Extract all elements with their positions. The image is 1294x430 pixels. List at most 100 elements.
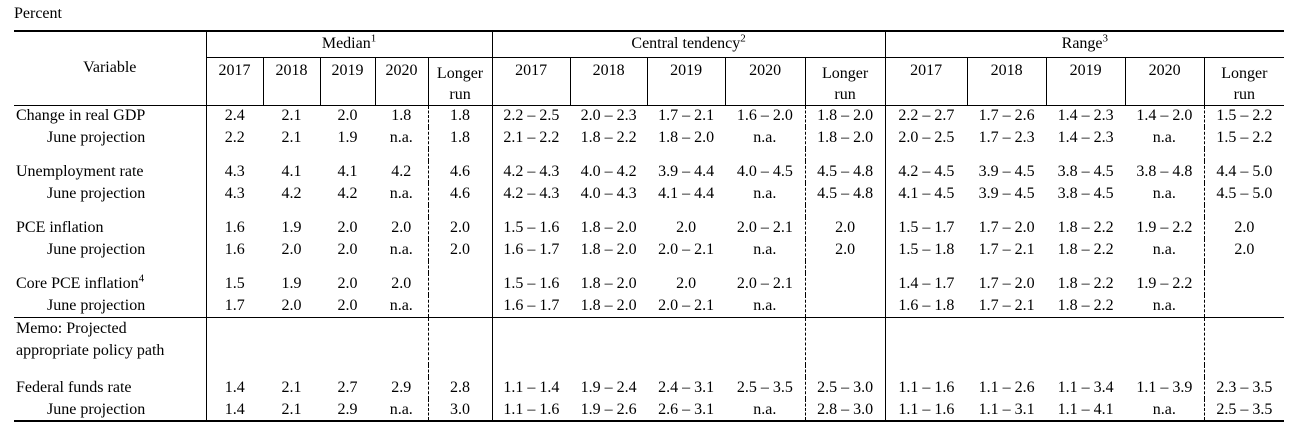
value-cell: 2.0 — [337, 275, 358, 292]
row-label: Federal funds rate — [16, 379, 132, 396]
value-cell: 1.1 – 4.1 — [1057, 400, 1114, 418]
value-cell: 2.5 – 3.0 — [804, 377, 886, 399]
year-header: 2018 — [966, 57, 1047, 106]
value-cell: n.a. — [389, 241, 413, 258]
value-cell: 4.0 – 4.5 — [736, 163, 793, 180]
value-cell: 2.1 — [281, 107, 302, 125]
group-header-median: Median1 — [205, 31, 493, 58]
value-cell: 1.1 – 1.6 — [491, 399, 571, 421]
value-cell: 1.9 — [281, 219, 302, 236]
value-cell: 2.0 — [427, 217, 493, 239]
value-cell: n.a. — [753, 296, 777, 314]
value-cell — [1203, 273, 1285, 295]
value-cell: n.a. — [1152, 400, 1176, 418]
year-header: 2020 — [724, 57, 806, 106]
value-cell: n.a. — [1152, 241, 1176, 258]
value-cell: 4.4 – 5.0 — [1203, 161, 1285, 183]
value-cell: 2.5 – 3.5 — [736, 379, 793, 396]
value-cell: 2.0 — [427, 239, 493, 261]
value-cell: 3.8 – 4.5 — [1057, 163, 1114, 180]
value-cell: 2.0 — [337, 107, 358, 125]
value-cell: 2.1 — [281, 129, 302, 146]
value-cell: 1.8 — [427, 105, 493, 127]
value-cell: 1.1 – 2.6 — [978, 379, 1035, 396]
group-header-range: Range3 — [884, 31, 1285, 58]
memo-row: Memo: Projected appropriate policy path — [14, 316, 1285, 365]
value-cell: 1.4 – 2.3 — [1057, 129, 1114, 146]
value-cell: 1.6 — [205, 239, 263, 261]
value-cell: 1.6 – 2.0 — [736, 107, 793, 125]
year-header: 2019 — [646, 57, 726, 106]
value-cell: 2.1 — [281, 400, 302, 418]
value-cell: 1.7 – 2.1 — [978, 241, 1035, 258]
value-cell: n.a. — [389, 129, 413, 146]
year-header: 2017 — [491, 57, 571, 106]
value-cell: 4.2 – 4.3 — [491, 161, 571, 183]
year-header: 2018 — [569, 57, 648, 106]
row-label: Change in real GDP — [16, 107, 146, 125]
value-cell: 1.7 – 2.3 — [978, 129, 1035, 146]
value-cell: 2.5 – 3.5 — [1203, 399, 1285, 421]
year-header: 2019 — [1045, 57, 1126, 106]
value-cell: 3.9 – 4.5 — [978, 163, 1035, 180]
value-cell: 4.2 — [281, 185, 302, 202]
row-label: June projection — [47, 400, 146, 418]
spacer-row — [14, 149, 1285, 161]
year-header: 2017 — [205, 57, 263, 106]
value-cell: 4.6 — [427, 183, 493, 205]
value-cell: 4.1 – 4.5 — [884, 183, 968, 205]
group-header-row: Variable Median1 Central tendency2 Range… — [14, 31, 1285, 106]
value-cell: 1.9 – 2.4 — [580, 379, 637, 396]
value-cell: 1.9 – 2.2 — [1136, 219, 1193, 236]
year-header: 2020 — [1124, 57, 1205, 106]
value-cell: 1.1 – 3.1 — [978, 400, 1035, 418]
value-cell: 2.6 – 3.1 — [658, 400, 715, 418]
value-cell: 4.5 – 4.8 — [804, 183, 886, 205]
value-cell: 1.9 — [337, 129, 358, 146]
value-cell: 1.8 – 2.0 — [580, 219, 637, 236]
row-label: June projection — [47, 185, 146, 202]
table-row-fed-funds: Federal funds rate 1.4 2.1 2.7 2.9 2.8 1… — [14, 377, 1285, 399]
value-cell: 1.8 – 2.2 — [1057, 219, 1114, 236]
value-cell: 4.1 — [337, 163, 358, 180]
value-cell: 1.1 – 3.9 — [1136, 379, 1193, 396]
value-cell: 2.1 — [281, 379, 302, 396]
value-cell — [427, 273, 493, 295]
value-cell: 2.0 — [676, 275, 697, 292]
value-cell: n.a. — [389, 185, 413, 202]
value-cell: 1.7 — [205, 295, 263, 317]
value-cell: 1.6 – 1.7 — [491, 239, 571, 261]
value-cell: 4.6 — [427, 161, 493, 183]
row-label: PCE inflation — [16, 219, 104, 236]
year-header: 2017 — [884, 57, 968, 106]
value-cell: 3.8 – 4.8 — [1136, 163, 1193, 180]
year-header: 2020 — [374, 57, 428, 106]
value-cell: 2.0 – 2.1 — [658, 241, 715, 258]
table-row-core-pce: Core PCE inflation4 1.5 1.9 2.0 2.0 1.5 … — [14, 273, 1285, 295]
value-cell: 4.0 – 4.2 — [580, 163, 637, 180]
table-row-unemployment: Unemployment rate 4.3 4.1 4.1 4.2 4.6 4.… — [14, 161, 1285, 183]
value-cell: 2.4 — [205, 105, 263, 127]
value-cell: 2.9 — [391, 379, 412, 396]
value-cell: 1.4 — [205, 377, 263, 399]
table-row-gdp: Change in real GDP 2.4 2.1 2.0 1.8 1.8 2… — [14, 105, 1285, 127]
value-cell: 1.7 – 2.1 — [978, 296, 1035, 314]
value-cell: n.a. — [389, 400, 413, 418]
value-cell: 4.2 — [337, 185, 358, 202]
table-row-fed-funds-june: June projection 1.4 2.1 2.9 n.a. 3.0 1.1… — [14, 399, 1285, 421]
year-header-row: 2017 2018 2019 2020 Longer run 2017 2018… — [14, 57, 1285, 106]
value-cell: 4.2 – 4.5 — [884, 161, 968, 183]
longer-run-header: Longer run — [1203, 57, 1285, 106]
value-cell: 1.9 – 2.6 — [580, 400, 637, 418]
row-label: Unemployment rate — [16, 163, 144, 180]
table-row-core-pce-june: June projection 1.7 2.0 2.0 n.a. 1.6 – 1… — [14, 295, 1285, 317]
value-cell: n.a. — [753, 400, 777, 418]
value-cell: n.a. — [1152, 129, 1176, 146]
value-cell: 2.2 – 2.7 — [884, 105, 968, 127]
value-cell: 2.0 — [281, 241, 302, 258]
value-cell: 2.0 — [804, 217, 886, 239]
value-cell — [427, 295, 493, 317]
value-cell: n.a. — [1152, 185, 1176, 202]
value-cell: 2.3 – 3.5 — [1203, 377, 1285, 399]
value-cell: 2.8 – 3.0 — [804, 399, 886, 421]
